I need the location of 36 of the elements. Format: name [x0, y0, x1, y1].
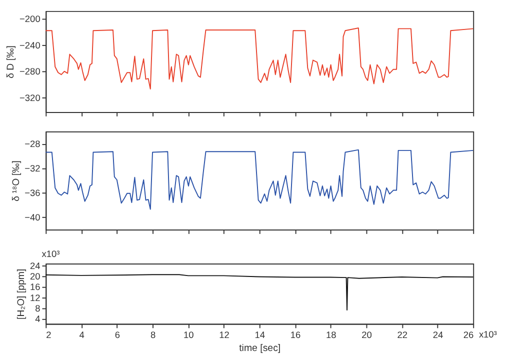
- line-series: [45, 274, 474, 311]
- y-tick-label: −36: [24, 188, 40, 198]
- y-tick-label: 8: [35, 303, 40, 314]
- x-tick-label: 20: [362, 330, 372, 340]
- x-tick-label: 10: [183, 330, 194, 340]
- y-axis-title: δ ¹⁸O [‰]: [10, 160, 22, 202]
- y-tick-label: 4: [35, 314, 40, 324]
- x-tick-label: 24: [432, 330, 444, 340]
- x-tick-label: 26: [463, 330, 474, 340]
- x-axis-title: time [sec]: [239, 342, 281, 354]
- x-tick-label: 8: [150, 330, 156, 340]
- y-tick-label: −280: [20, 66, 40, 77]
- y-axis-title: [H₂O] [ppm]: [16, 268, 28, 320]
- x-tick-label: 12: [219, 330, 230, 340]
- x-tick-label: 22: [397, 330, 408, 340]
- y-tick-label: 12: [30, 292, 40, 303]
- line-series: [45, 149, 474, 210]
- text: x10³: [478, 329, 497, 340]
- y-tick-label: −200: [20, 14, 40, 24]
- y-axis-title: δ D [‰]: [6, 46, 17, 78]
- x-tick-label: 18: [326, 330, 336, 340]
- x-tick-label: 4: [79, 330, 84, 340]
- y-tick-label: 16: [30, 282, 40, 292]
- x-tick-label: 2: [46, 330, 52, 340]
- y-tick-label: 24: [30, 261, 40, 272]
- y-tick-label: −40: [24, 212, 40, 223]
- y-tick-label: −32: [24, 164, 40, 174]
- y-tick-label: −28: [24, 139, 40, 150]
- y-tick-label: −240: [20, 40, 40, 50]
- x-tick-label: 16: [290, 330, 301, 340]
- y-tick-label: 20: [30, 272, 40, 282]
- line-series: [45, 28, 474, 90]
- x-tick-label: 14: [254, 330, 266, 340]
- y-tick-label: −320: [20, 92, 40, 103]
- text: x10³: [42, 248, 60, 259]
- x-tick-label: 6: [114, 330, 120, 340]
